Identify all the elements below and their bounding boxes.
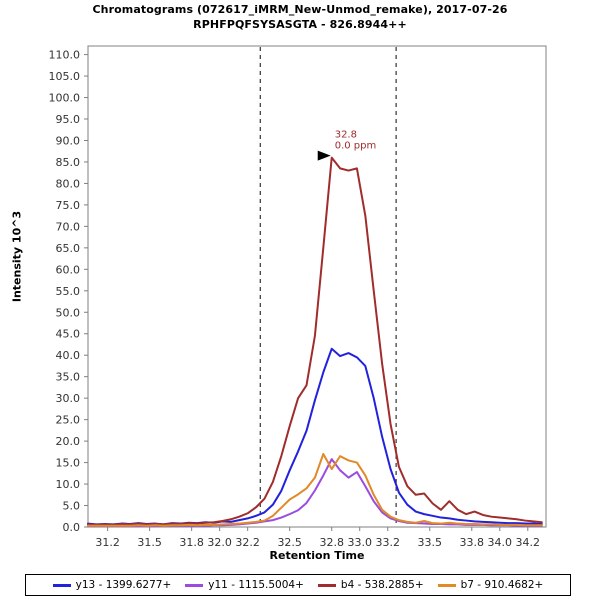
y-axis-tick-label: 95.0: [56, 113, 81, 126]
y-axis-tick-label: 25.0: [56, 414, 81, 427]
x-axis-tick-label: 32.2: [235, 536, 260, 549]
y-axis-tick-label: 75.0: [56, 199, 81, 212]
legend[interactable]: y13 - 1399.6277+ y11 - 1115.5004+ b4 - 538…: [25, 574, 571, 596]
y-axis-tick-label: 50.0: [56, 306, 81, 319]
y-axis-tick-label: 45.0: [56, 328, 81, 341]
y-axis-tick-label: 90.0: [56, 134, 81, 147]
y-axis-tick-label: 5.0: [63, 500, 81, 513]
x-axis-tick-label: 33.2: [375, 536, 400, 549]
y-axis-tick-label: 100.0: [49, 92, 81, 105]
y-axis-tick-label: 80.0: [56, 177, 81, 190]
chart-title-line-1: Chromatograms (072617_iMRM_New-Unmod_rem…: [92, 3, 508, 16]
x-axis-tick-label: 33.5: [417, 536, 442, 549]
legend-item-y11[interactable]: y11 - 1115.5004+: [185, 579, 304, 591]
x-axis-tick-label: 33.0: [347, 536, 372, 549]
legend-item-label: y13 - 1399.6277+: [75, 579, 172, 591]
y-axis-tick-label: 65.0: [56, 242, 81, 255]
x-axis-tick-label: 31.2: [95, 536, 120, 549]
y-axis-tick-label: 70.0: [56, 220, 81, 233]
chromatogram-trace-3[interactable]: [87, 156, 543, 526]
legend-item-b4[interactable]: b4 - 538.2885+: [317, 579, 424, 591]
y-axis-title: Intensity 10^3: [10, 210, 24, 303]
x-axis-tick-label: 32.5: [277, 536, 302, 549]
chart-title-line-2: RPHFPQFSYSASGTA - 826.8944++: [193, 18, 407, 31]
x-axis-tick-label: 31.8: [179, 536, 204, 549]
legend-item-label: b7 - 910.4682+: [460, 579, 544, 591]
x-axis-tick-label: 33.8: [460, 536, 485, 549]
legend-item-y13[interactable]: y13 - 1399.6277+: [52, 579, 172, 591]
y-axis-tick-label: 0.0: [63, 521, 81, 534]
legend-item-b7[interactable]: b7 - 910.4682+: [437, 579, 544, 591]
legend-color-swatch: [52, 583, 71, 587]
y-axis-tick-label: 105.0: [49, 70, 81, 83]
peak-annotation-mass-error: 0.0 ppm: [335, 141, 377, 152]
peak-annotation-retention-time: 32.8: [335, 130, 357, 141]
y-axis-tick-label: 20.0: [56, 435, 81, 448]
plot-frame: [87, 45, 547, 528]
x-axis-tick-label: 34.2: [516, 536, 541, 549]
y-axis-tick-label: 110.0: [49, 49, 81, 62]
y-axis-tick-label: 55.0: [56, 285, 81, 298]
y-axis-tick-label: 85.0: [56, 156, 81, 169]
x-axis-tick-label: 32.8: [319, 536, 344, 549]
left-triangle-marker-icon: [317, 150, 331, 161]
chromatogram-plot[interactable]: 0.0 5.0 10.0 15.0 20.0 25.0 30.0 35.0 40.0 45.0 50…: [0, 0, 600, 570]
chart-title: Chromatograms (072617_iMRM_New-Unmod_rem…: [0, 2, 600, 32]
legend-color-swatch: [317, 583, 336, 587]
y-axis-tick-label: 60.0: [56, 263, 81, 276]
y-axis-tick-label: 30.0: [56, 392, 81, 405]
x-axis-title: Retention Time: [269, 549, 365, 562]
y-axis-tick-label: 40.0: [56, 349, 81, 362]
chromatogram-trace-4[interactable]: [87, 452, 543, 527]
x-axis-tick-label: 32.0: [207, 536, 232, 549]
legend-item-label: b4 - 538.2885+: [340, 579, 424, 591]
legend-color-swatch: [437, 583, 456, 587]
y-axis-tick-label: 10.0: [56, 478, 81, 491]
legend-color-swatch: [185, 583, 204, 587]
legend-item-label: y11 - 1115.5004+: [208, 579, 304, 591]
y-axis-tick-label: 35.0: [56, 371, 81, 384]
y-axis-tick-label: 15.0: [56, 457, 81, 470]
x-axis-tick-label: 31.5: [137, 536, 162, 549]
x-axis-tick-label: 34.0: [488, 536, 513, 549]
